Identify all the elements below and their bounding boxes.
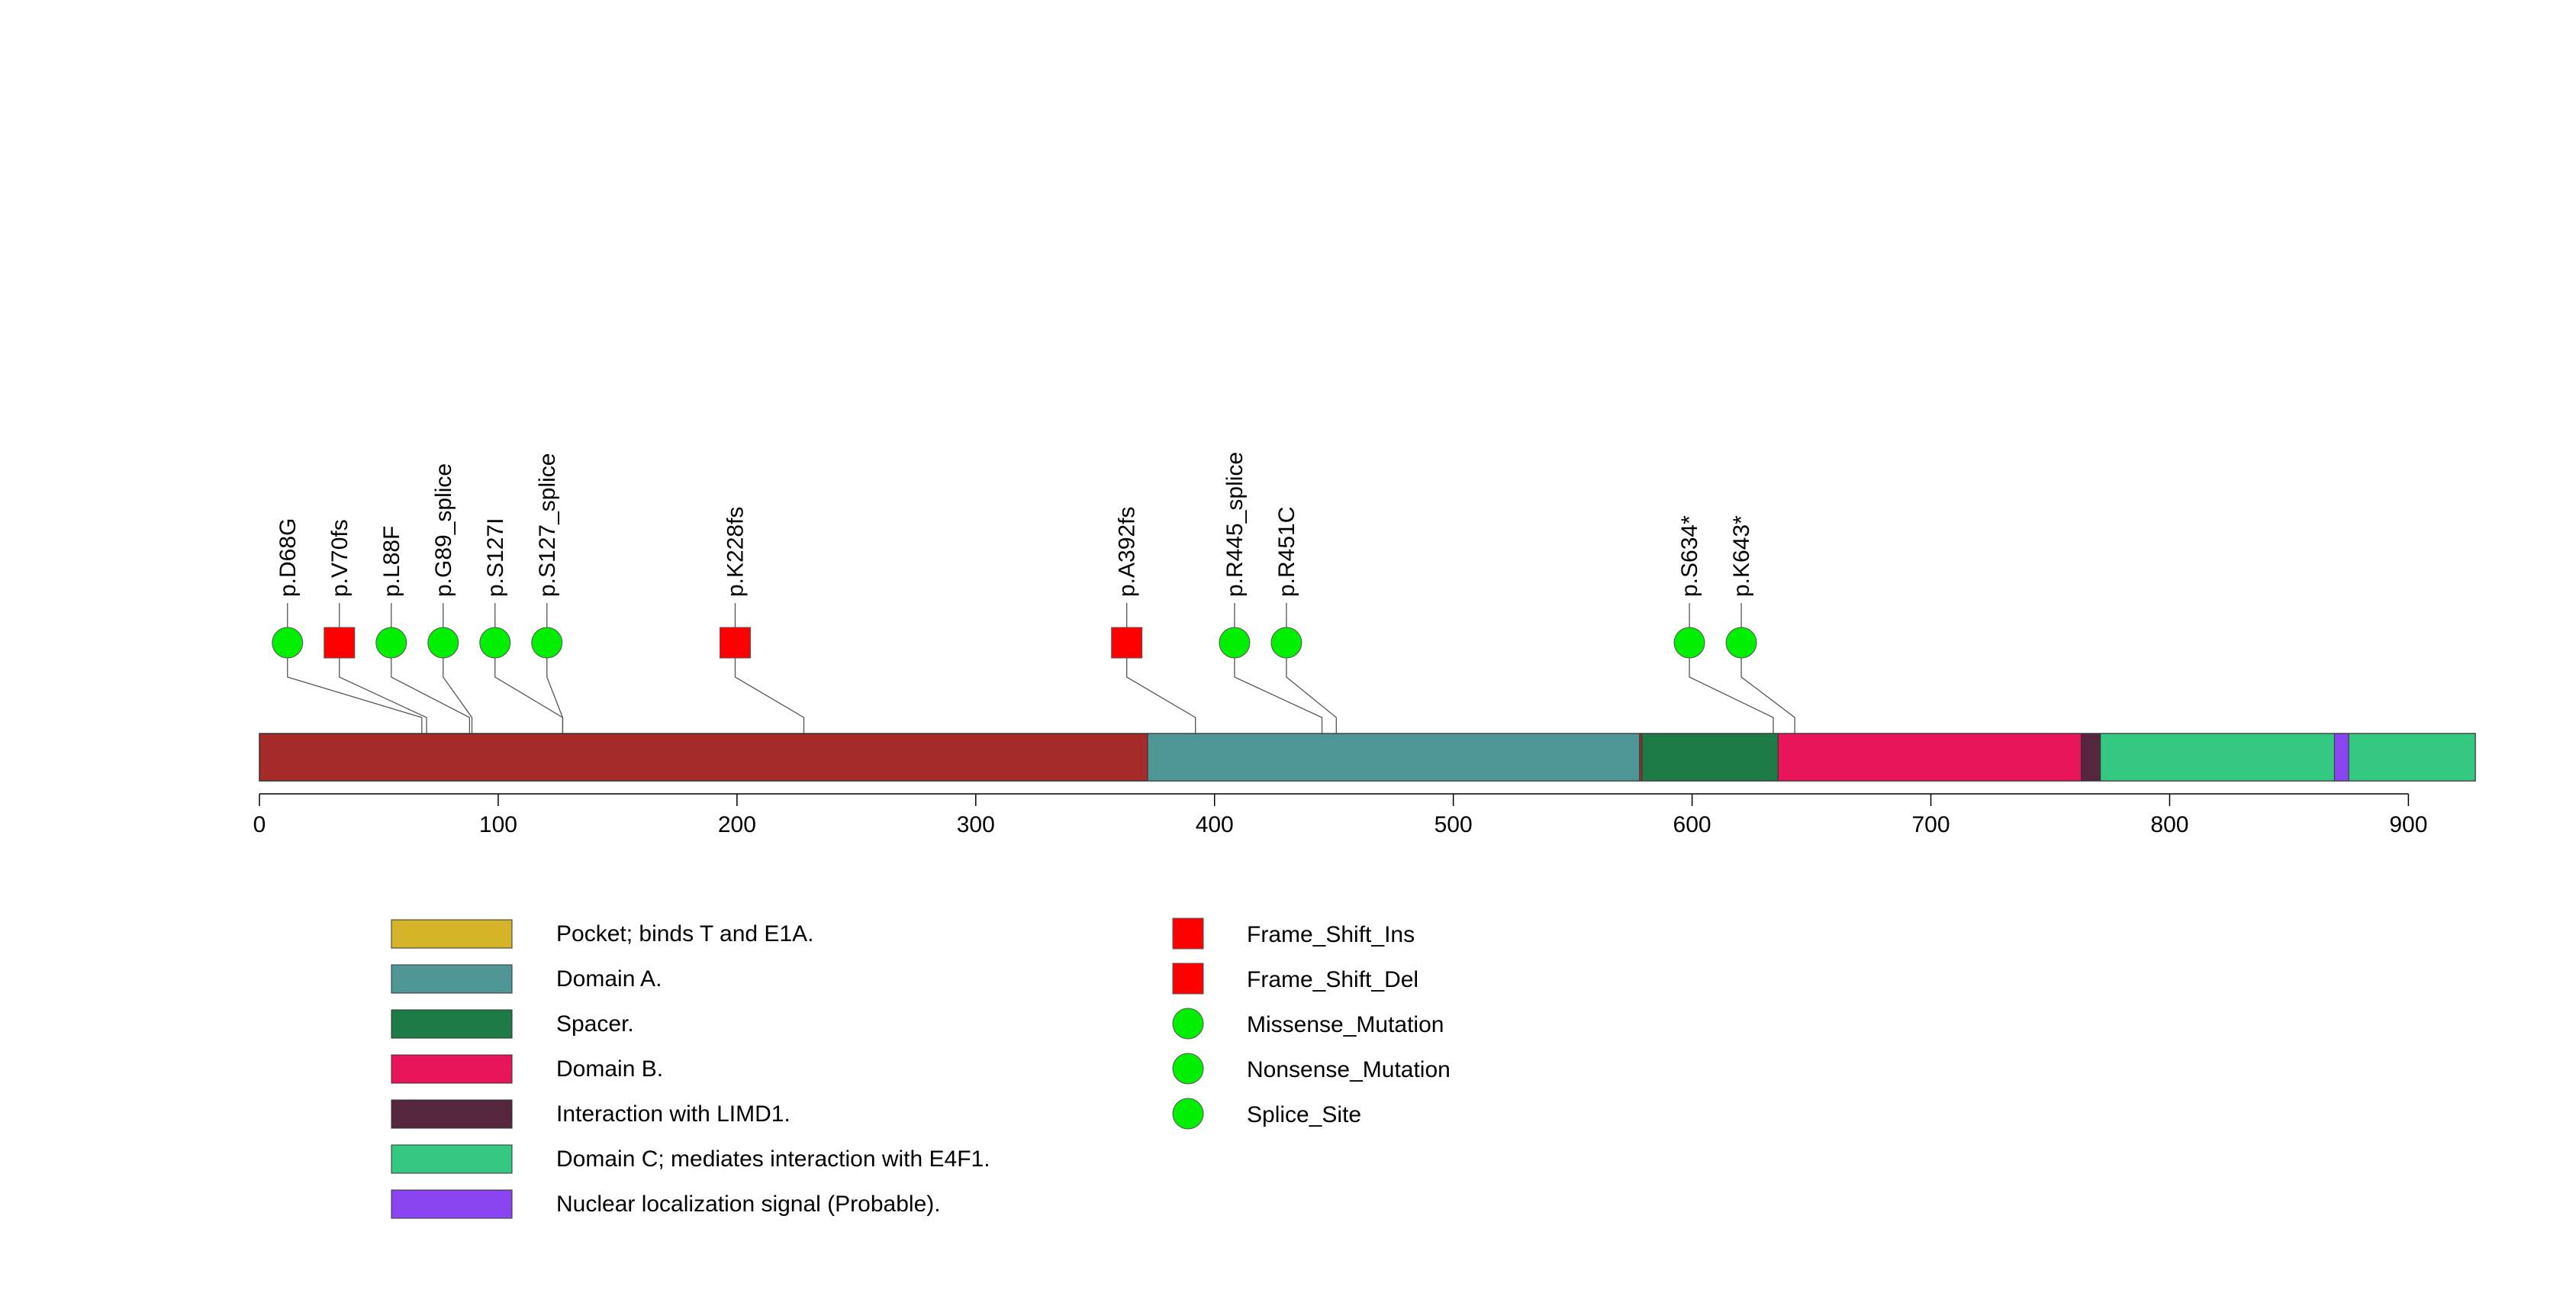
- domain-legend-swatch: [391, 1189, 513, 1219]
- mutation-connector: [443, 658, 473, 734]
- mutation-label: p.L88F: [379, 526, 404, 597]
- domain-bar: [1777, 733, 2082, 782]
- mutation-connector: [287, 658, 423, 734]
- mutation-square-marker: [719, 627, 751, 659]
- domain-legend-swatch: [391, 1054, 513, 1084]
- domain-legend-label: Interaction with LIMD1.: [556, 1101, 791, 1127]
- mutation-circle-marker: [1673, 627, 1705, 659]
- domain-legend-swatch: [391, 919, 513, 949]
- x-tick-label: 500: [1435, 812, 1473, 837]
- x-tick-label: 900: [2389, 812, 2427, 837]
- domain-bar: [2100, 733, 2476, 782]
- domain-bar: [2333, 733, 2349, 782]
- mutation-circle-marker: [1725, 627, 1757, 659]
- mutation-label: p.G89_splice: [431, 463, 456, 597]
- mutation-connector: [339, 658, 427, 734]
- mutation-type-legend: Frame_Shift_Ins Frame_Shift_Del Missense_M…: [1172, 918, 1451, 1130]
- domain-legend-label: Domain A.: [556, 966, 662, 992]
- domain-legend-swatch: [391, 964, 513, 994]
- mutation-label: p.R451C: [1274, 507, 1299, 597]
- mutation-legend-label: Splice_Site: [1247, 1102, 1361, 1127]
- x-tick-label: 400: [1196, 812, 1234, 837]
- x-tick-label: 600: [1673, 812, 1711, 837]
- mutation-square-marker: [324, 627, 356, 659]
- domain-legend-swatch: [391, 1144, 513, 1174]
- x-tick-label: 200: [718, 812, 756, 837]
- domain-legend-label: Nuclear localization signal (Probable).: [556, 1192, 941, 1217]
- mutation-legend-label: Frame_Shift_Del: [1247, 967, 1418, 992]
- x-axis: 0 100 200 300 400 500 600 700 800 900: [253, 793, 2427, 837]
- mutation-legend-label: Nonsense_Mutation: [1247, 1057, 1451, 1082]
- x-tick-label: 700: [1911, 812, 1950, 837]
- mutation-legend-label: Frame_Shift_Ins: [1247, 922, 1415, 947]
- mutation-label: p.K228fs: [723, 507, 748, 597]
- mutation-circle-marker: [427, 627, 459, 659]
- domain-bar: [1147, 733, 1641, 782]
- domain-legend: Pocket; binds T and E1A. Domain A. Spacer.…: [391, 919, 990, 1219]
- protein-track: [259, 733, 2476, 782]
- mutation-circle-marker: [1270, 627, 1302, 659]
- mutation-connector: [1234, 658, 1323, 734]
- domain-legend-label: Domain C; mediates interaction with E4F1…: [556, 1146, 990, 1172]
- domain-legend-swatch: [391, 1099, 513, 1129]
- mutation-connector: [546, 658, 564, 734]
- mutation-connector: [1740, 658, 1795, 734]
- mutation-label: p.S127I: [483, 518, 508, 597]
- domain-legend-label: Pocket; binds T and E1A.: [556, 921, 813, 947]
- x-tick-label: 800: [2150, 812, 2188, 837]
- mutation-circle-marker: [375, 627, 407, 659]
- domain-bar: [1641, 733, 1779, 782]
- domain-legend-label: Domain B.: [556, 1056, 663, 1082]
- domain-bar: [2081, 733, 2101, 782]
- x-tick-label: 300: [957, 812, 995, 837]
- mutation-label: p.S634*: [1677, 515, 1702, 597]
- mutation-connector: [391, 658, 471, 734]
- mutation-circle-marker: [1219, 627, 1251, 659]
- mutation-legend-circle: [1172, 1098, 1204, 1130]
- mutation-circle-marker: [479, 627, 511, 659]
- mutation-markers: [272, 627, 1757, 659]
- mutation-label: p.R445_splice: [1222, 452, 1248, 597]
- x-tick-label: 100: [479, 812, 517, 837]
- mutation-legend-square: [1172, 963, 1204, 995]
- mutation-label: p.D68G: [275, 518, 301, 597]
- domain-legend-swatch: [391, 1009, 513, 1039]
- mutation-legend-square: [1172, 918, 1204, 950]
- mutation-circle-marker: [272, 627, 304, 659]
- mutation-connector: [1126, 658, 1196, 734]
- mutation-label: p.A392fs: [1115, 507, 1140, 597]
- mutation-connector: [494, 658, 564, 734]
- domain-legend-label: Spacer.: [556, 1011, 634, 1037]
- mutation-labels: p.D68G p.V70fs p.L88F p.G89_splice p.S127I p.…: [275, 452, 1754, 597]
- mutation-legend-label: Missense_Mutation: [1247, 1012, 1444, 1037]
- mutation-connector: [1689, 658, 1774, 734]
- mutation-label: p.V70fs: [327, 519, 353, 597]
- x-tick-label: 0: [253, 812, 266, 837]
- mutation-legend-circle: [1172, 1008, 1204, 1040]
- mutation-connector: [1286, 658, 1337, 734]
- mutation-circle-marker: [531, 627, 563, 659]
- mutation-label: p.S127_splice: [535, 453, 560, 597]
- mutation-square-marker: [1111, 627, 1143, 659]
- mutation-legend-circle: [1172, 1053, 1204, 1085]
- mutation-connector: [734, 658, 805, 734]
- mutation-label: p.K643*: [1729, 515, 1754, 597]
